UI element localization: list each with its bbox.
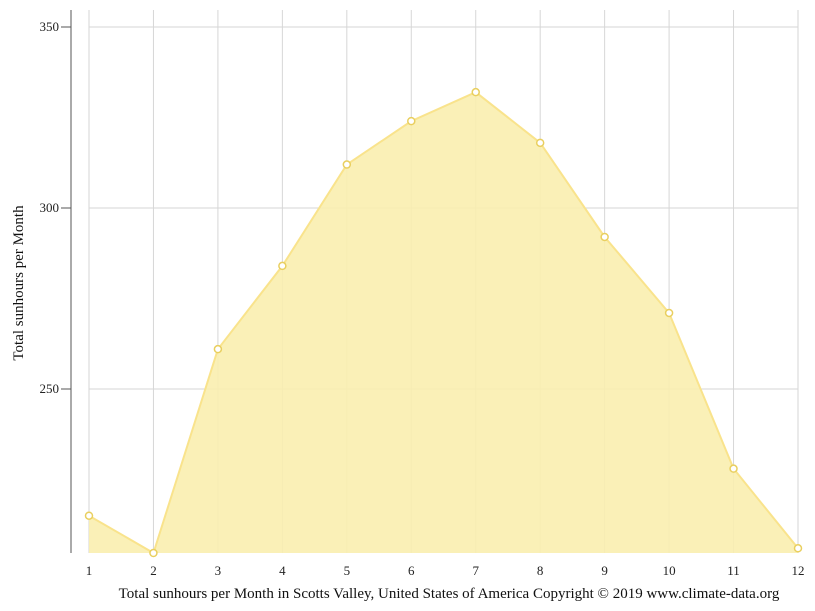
series-line <box>88 90 799 555</box>
x-tick-label: 3 <box>215 563 222 578</box>
area-fill <box>89 92 798 553</box>
y-tick-label: 300 <box>40 200 60 215</box>
data-point <box>600 232 609 242</box>
x-axis-ticks: 1 2 3 4 5 6 7 8 9 10 11 12 <box>86 563 805 578</box>
x-axis-caption: Total sunhours per Month in Scotts Valle… <box>119 586 780 602</box>
x-tick-label: 4 <box>279 563 286 578</box>
data-point <box>729 464 738 473</box>
data-point <box>84 511 94 520</box>
x-tick-label: 11 <box>727 563 740 578</box>
x-tick-label: 6 <box>408 563 415 578</box>
data-point <box>149 548 158 558</box>
x-tick-label: 5 <box>344 563 351 578</box>
data-point <box>793 544 803 553</box>
x-tick-label: 7 <box>472 563 479 578</box>
data-point <box>664 308 674 318</box>
data-point <box>471 87 480 97</box>
data-point <box>535 138 545 148</box>
data-point <box>213 344 223 354</box>
x-tick-label: 10 <box>663 563 676 578</box>
y-tick-label: 250 <box>40 381 60 396</box>
x-tick-label: 9 <box>601 563 608 578</box>
data-points <box>84 87 803 558</box>
data-point <box>407 116 416 126</box>
data-point <box>278 261 287 271</box>
data-point <box>342 160 352 169</box>
x-tick-label: 2 <box>150 563 157 578</box>
x-tick-label: 1 <box>86 563 93 578</box>
x-tick-label: 8 <box>537 563 544 578</box>
y-axis-ticks: 250 300 350 <box>40 19 71 396</box>
x-tick-label: 12 <box>792 563 805 578</box>
y-axis-title: Total sunhours per Month <box>11 205 27 361</box>
y-tick-label: 350 <box>40 19 60 34</box>
